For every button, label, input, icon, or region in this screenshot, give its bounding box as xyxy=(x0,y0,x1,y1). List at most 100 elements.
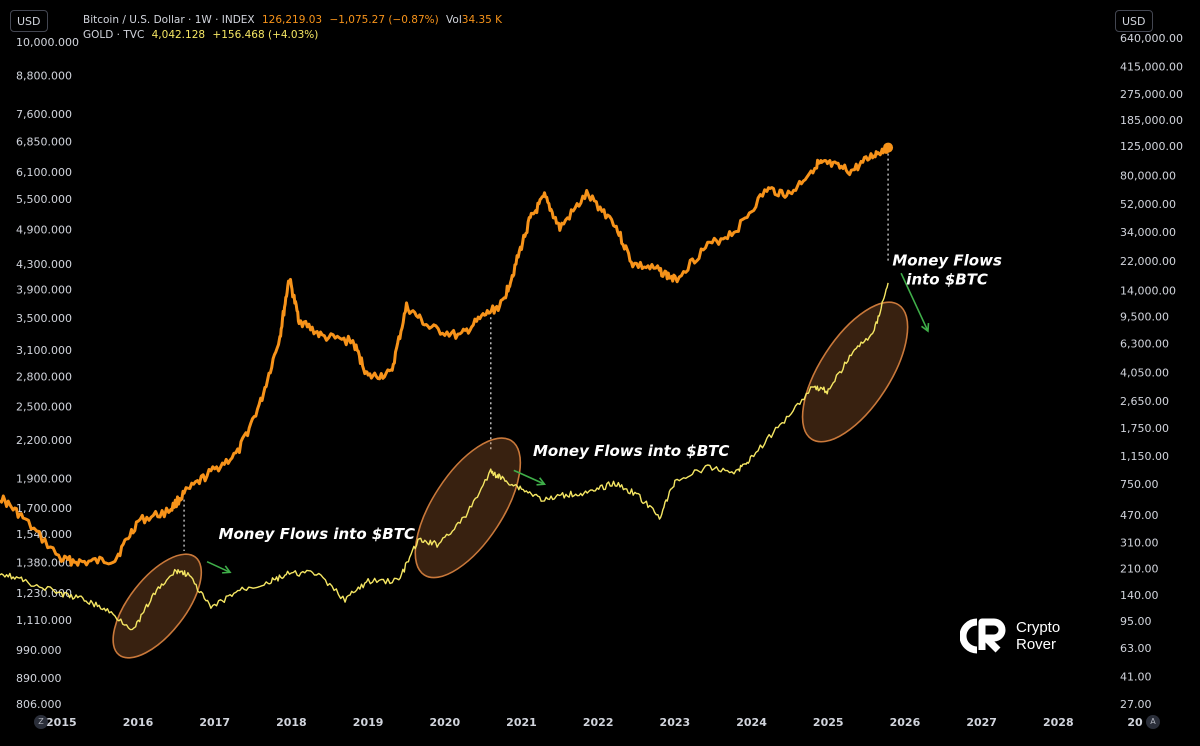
gold-legend-row: GOLD · TVC 4,042.128 +156.468 (+4.03%) xyxy=(83,29,322,41)
log-scale-toggle[interactable]: Z xyxy=(34,715,48,729)
right-axis-tick: 1,150.00 xyxy=(1120,450,1169,463)
right-axis-tick: 140.00 xyxy=(1120,589,1159,602)
time-axis-tick: 2025 xyxy=(813,716,844,729)
gold-change: +156.468 (+4.03%) xyxy=(212,29,319,41)
left-axis-tick: 1,900.000 xyxy=(16,473,72,486)
right-axis-tick: 210.00 xyxy=(1120,562,1159,575)
logo-line-2: Rover xyxy=(1016,636,1057,653)
btc-volume-value: 34.35 K xyxy=(461,14,503,26)
left-axis-tick: 2,500.000 xyxy=(16,400,72,413)
right-axis-tick: 310.00 xyxy=(1120,537,1159,550)
left-axis-tick: 8,800.000 xyxy=(16,70,72,83)
left-axis-tick: 990.000 xyxy=(16,644,62,657)
time-axis-tick: 2028 xyxy=(1043,716,1074,729)
right-axis-tick: 1,750.00 xyxy=(1120,422,1169,435)
crypto-rover-logo: Crypto Rover xyxy=(960,618,1060,654)
left-axis-tick: 1,380.000 xyxy=(16,557,72,570)
left-axis-tick: 3,100.000 xyxy=(16,344,72,357)
time-axis-tick: 2018 xyxy=(276,716,307,729)
time-axis-tick: 2016 xyxy=(123,716,154,729)
right-axis-tick: 4,050.00 xyxy=(1120,367,1169,380)
right-axis-tick: 52,000.00 xyxy=(1120,198,1176,211)
left-axis-tick: 4,900.000 xyxy=(16,224,72,237)
time-axis-tick: 20 xyxy=(1127,716,1143,729)
left-axis-tick: 1,110.000 xyxy=(16,614,72,627)
green-arrow-shaft xyxy=(206,560,231,574)
green-arrow-shaft xyxy=(900,272,929,332)
event-markers xyxy=(183,153,889,552)
time-axis-tick: 2024 xyxy=(736,716,767,729)
left-axis-tick: 6,100.000 xyxy=(16,166,72,179)
left-axis-tick: 10,000.000 xyxy=(16,36,79,49)
rally-highlight-ellipse xyxy=(414,437,522,579)
flow-arrows xyxy=(206,272,930,574)
time-axis-tick: 2023 xyxy=(660,716,691,729)
left-price-axis: 10,000.000 8,800.000 7,600.000 6,850.000 6,1… xyxy=(16,36,79,711)
time-axis-tick: 2015 xyxy=(46,716,77,729)
left-axis-tick: 4,300.000 xyxy=(16,258,72,271)
btc-volume-label: Vol xyxy=(446,14,462,26)
btc-price: 126,219.03 xyxy=(261,14,323,26)
right-axis-tick: 640,000.00 xyxy=(1120,32,1183,45)
annotation-labels: Money Flows into $BTC Money Flows into $B… xyxy=(219,252,1002,543)
right-currency-label[interactable]: USD xyxy=(1115,10,1153,32)
money-flow-annotation: into $BTC xyxy=(906,271,988,289)
btc-change: −1,075.27 (−0.87%) xyxy=(329,14,439,26)
crypto-rover-icon xyxy=(960,618,1006,654)
rally-highlight-ellipse xyxy=(112,553,203,659)
gold-price-line xyxy=(0,282,889,631)
right-axis-tick: 22,000.00 xyxy=(1120,255,1176,268)
green-arrow-shaft xyxy=(513,469,545,485)
right-axis-tick: 63.00 xyxy=(1120,642,1152,655)
right-axis-tick: 80,000.00 xyxy=(1120,169,1176,182)
time-axis-tick: 2027 xyxy=(966,716,997,729)
left-axis-tick: 3,900.000 xyxy=(16,284,72,297)
left-axis-tick: 1,700.000 xyxy=(16,502,72,515)
right-axis-tick: 275,000.00 xyxy=(1120,88,1183,101)
time-axis-tick: 2019 xyxy=(353,716,384,729)
time-axis-tick: 2017 xyxy=(199,716,230,729)
right-axis-tick: 6,300.00 xyxy=(1120,338,1169,351)
time-axis-tick: 2021 xyxy=(506,716,537,729)
right-axis-tick: 185,000.00 xyxy=(1120,114,1183,127)
green-arrow-head xyxy=(921,323,930,333)
time-axis-tick: 2022 xyxy=(583,716,614,729)
series-lines xyxy=(0,142,894,631)
logo-line-1: Crypto xyxy=(1016,619,1061,636)
green-arrow-head xyxy=(536,477,547,486)
right-axis-tick: 415,000.00 xyxy=(1120,61,1183,74)
left-axis-tick: 806.000 xyxy=(16,698,62,711)
btc-legend-row: Bitcoin / U.S. Dollar · 1W · INDEX 126,2… xyxy=(83,14,506,26)
right-axis-tick: 9,500.00 xyxy=(1120,310,1169,323)
right-axis-tick: 470.00 xyxy=(1120,509,1159,522)
right-axis-tick: 2,650.00 xyxy=(1120,395,1169,408)
left-currency-label[interactable]: USD xyxy=(10,10,48,32)
money-flow-annotation: Money Flows into $BTC xyxy=(219,525,415,543)
green-arrow-head xyxy=(222,565,232,574)
right-axis-tick: 27.00 xyxy=(1120,698,1152,711)
time-axis-tick: 2020 xyxy=(429,716,460,729)
right-axis-tick: 95.00 xyxy=(1120,615,1152,628)
left-axis-tick: 1,230.000 xyxy=(16,587,72,600)
left-axis-tick: 6,850.000 xyxy=(16,135,72,148)
gold-price: 4,042.128 xyxy=(151,29,206,41)
right-axis-tick: 14,000.00 xyxy=(1120,285,1176,298)
time-axis: 2015 2016 2017 2018 2019 2020 2021 2022 2023 2024… xyxy=(46,716,1143,729)
left-axis-tick: 890.000 xyxy=(16,672,62,685)
time-axis-tick: 2026 xyxy=(890,716,921,729)
left-axis-tick: 5,500.000 xyxy=(16,193,72,206)
left-axis-tick: 1,540.000 xyxy=(16,528,72,541)
btc-price-line xyxy=(0,147,890,567)
right-price-axis: 640,000.00 415,000.00 275,000.00 185,000.00… xyxy=(1120,32,1183,711)
auto-scale-toggle[interactable]: A xyxy=(1146,715,1160,729)
highlight-ellipses xyxy=(112,301,909,659)
left-axis-tick: 7,600.000 xyxy=(16,108,72,121)
left-axis-tick: 3,500.000 xyxy=(16,312,72,325)
gold-symbol-label[interactable]: GOLD · TVC xyxy=(83,29,145,41)
right-axis-tick: 34,000.00 xyxy=(1120,226,1176,239)
right-axis-tick: 41.00 xyxy=(1120,670,1152,683)
btc-symbol-label[interactable]: Bitcoin / U.S. Dollar · 1W · INDEX xyxy=(83,14,255,26)
left-axis-tick: 2,200.000 xyxy=(16,434,72,447)
money-flow-annotation: Money Flows xyxy=(892,252,1002,270)
